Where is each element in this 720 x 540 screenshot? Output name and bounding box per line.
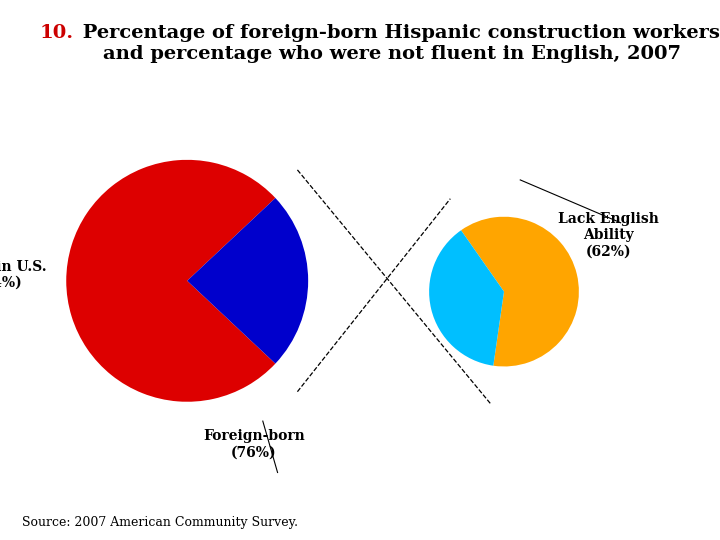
Text: 10.: 10. [40,24,73,42]
Wedge shape [429,230,504,366]
Wedge shape [187,198,308,363]
Text: Percentage of foreign-born Hispanic construction workers
    and percentage who : Percentage of foreign-born Hispanic cons… [76,24,719,63]
Wedge shape [461,217,579,367]
Wedge shape [66,160,275,402]
Text: Lack English
Ability
(62%): Lack English Ability (62%) [559,212,660,259]
Text: Born in U.S.
(24%): Born in U.S. (24%) [0,260,47,290]
Text: Source: 2007 American Community Survey.: Source: 2007 American Community Survey. [22,516,297,529]
Text: Foreign-born
(76%): Foreign-born (76%) [203,429,305,459]
